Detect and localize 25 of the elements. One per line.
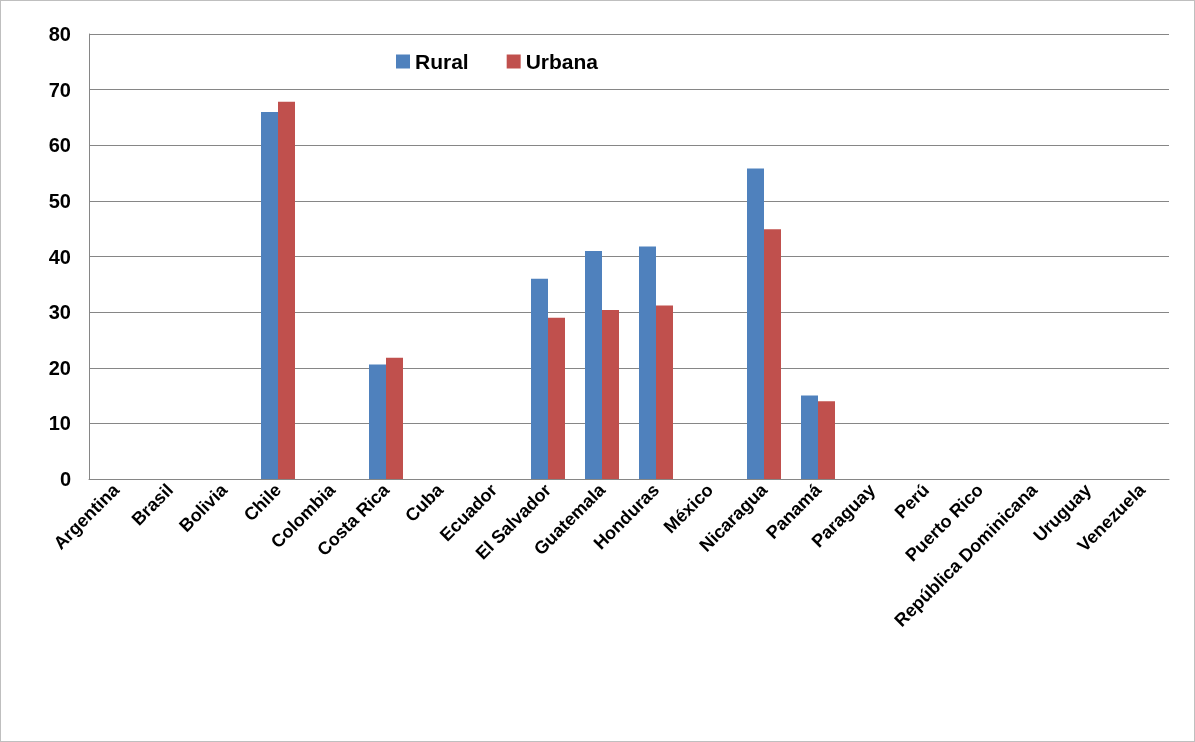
bar	[764, 229, 781, 479]
y-tick-label: 70	[48, 78, 71, 101]
y-tick-label: 30	[48, 301, 71, 324]
bar	[639, 246, 656, 479]
bar	[585, 250, 602, 479]
y-tick-label: 10	[48, 412, 71, 435]
bar	[747, 168, 764, 479]
y-tick-label: 80	[48, 23, 71, 45]
legend-label: Rural	[415, 50, 469, 73]
bar	[261, 111, 278, 479]
y-tick-label: 20	[48, 356, 71, 379]
bar	[386, 357, 403, 479]
legend-label: Urbana	[525, 50, 599, 73]
y-tick-label: 60	[48, 134, 71, 157]
y-tick-label: 50	[48, 189, 71, 212]
bar	[548, 317, 565, 479]
bar	[602, 309, 619, 479]
bar	[656, 305, 673, 479]
bar	[278, 101, 295, 479]
bar	[818, 401, 835, 479]
bar	[801, 395, 818, 479]
bar	[369, 364, 386, 479]
y-tick-label: 0	[59, 468, 71, 490]
y-tick-label: 40	[48, 245, 71, 268]
bar	[531, 278, 548, 479]
